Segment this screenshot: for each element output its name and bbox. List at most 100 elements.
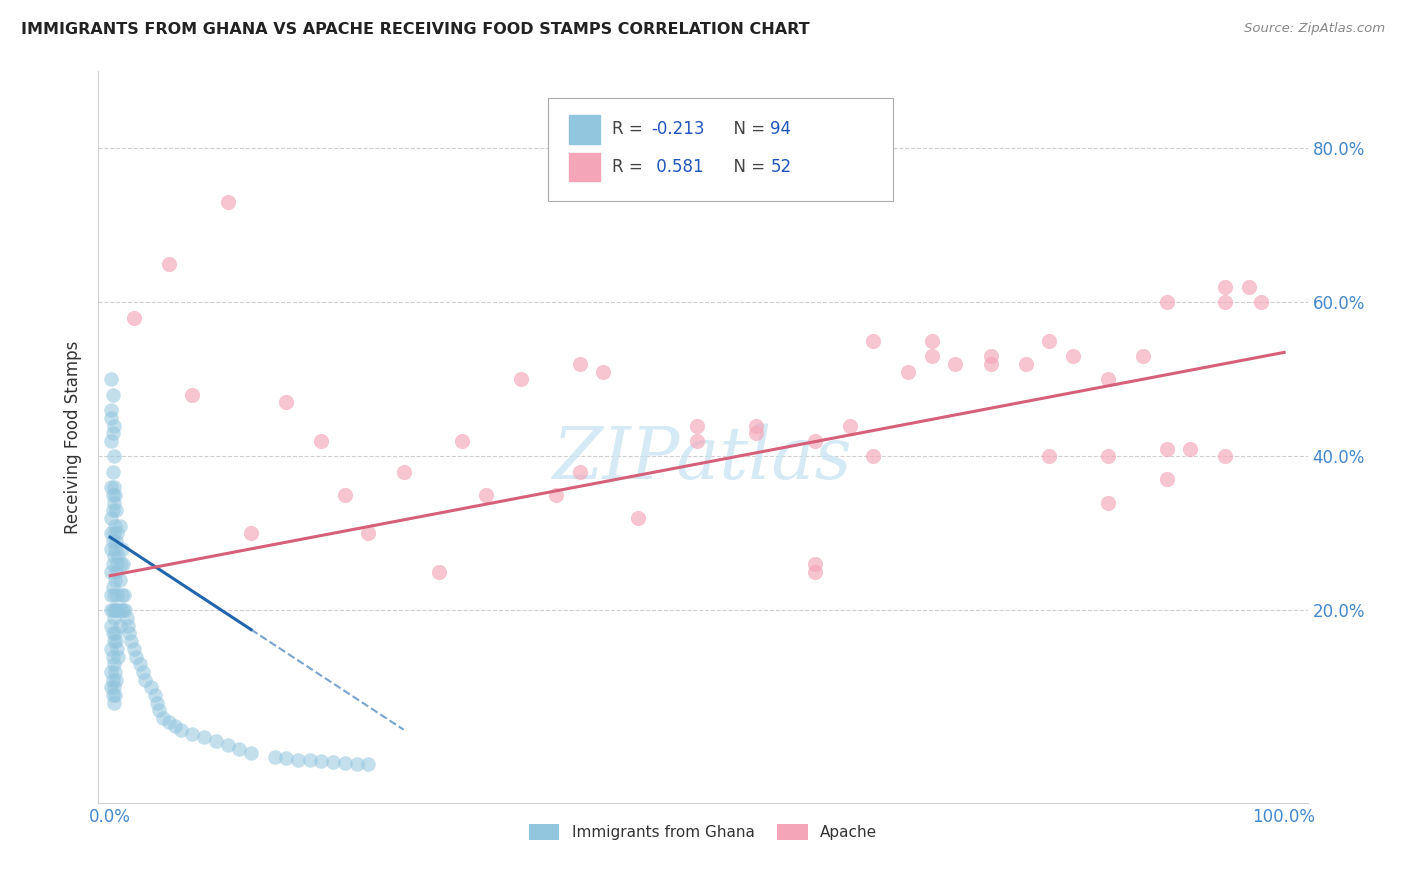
- Point: [100, 410, 122, 425]
- Point: [103, 418, 125, 433]
- Point: [1156, 295, 1178, 310]
- Point: [103, 588, 125, 602]
- Point: [240, 746, 263, 760]
- Point: [475, 488, 498, 502]
- Point: [322, 755, 344, 769]
- Point: [100, 511, 122, 525]
- Point: [100, 641, 122, 656]
- Point: [298, 754, 321, 768]
- Point: [181, 726, 204, 740]
- Point: [120, 634, 142, 648]
- Point: [838, 418, 860, 433]
- Point: [125, 649, 148, 664]
- Point: [146, 696, 169, 710]
- Point: [357, 757, 380, 772]
- Point: [897, 365, 920, 379]
- Point: [103, 657, 125, 672]
- Text: IMMIGRANTS FROM GHANA VS APACHE RECEIVING FOOD STAMPS CORRELATION CHART: IMMIGRANTS FROM GHANA VS APACHE RECEIVIN…: [21, 22, 810, 37]
- Point: [1180, 442, 1202, 456]
- Point: [100, 565, 122, 579]
- Point: [945, 357, 967, 371]
- Point: [1038, 450, 1060, 464]
- Point: [333, 488, 356, 502]
- Point: [103, 549, 125, 564]
- Text: -0.213: -0.213: [651, 120, 704, 138]
- Text: N =: N =: [723, 158, 770, 176]
- Point: [108, 518, 131, 533]
- Point: [110, 557, 132, 571]
- Point: [105, 641, 128, 656]
- Point: [100, 480, 122, 494]
- Point: [104, 488, 127, 502]
- Point: [546, 488, 568, 502]
- Point: [108, 573, 131, 587]
- Point: [1215, 295, 1237, 310]
- Point: [101, 603, 124, 617]
- Point: [104, 688, 127, 702]
- Point: [111, 588, 134, 602]
- Point: [921, 349, 943, 363]
- Point: [108, 618, 131, 632]
- Text: R =: R =: [612, 158, 648, 176]
- Point: [1038, 334, 1060, 348]
- Point: [104, 518, 127, 533]
- Point: [122, 641, 145, 656]
- Point: [803, 434, 825, 448]
- Point: [510, 372, 533, 386]
- Point: [134, 673, 156, 687]
- Point: [980, 357, 1002, 371]
- Point: [100, 403, 122, 417]
- Point: [193, 731, 215, 745]
- Point: [101, 465, 124, 479]
- Point: [143, 688, 166, 702]
- Point: [100, 434, 122, 448]
- Point: [1097, 372, 1119, 386]
- Point: [107, 603, 129, 617]
- Point: [1156, 472, 1178, 486]
- Point: [568, 465, 591, 479]
- Point: [333, 756, 356, 770]
- Point: [1097, 495, 1119, 509]
- Point: [100, 603, 122, 617]
- Point: [101, 426, 124, 441]
- Point: [112, 603, 135, 617]
- Point: [114, 603, 136, 617]
- Point: [105, 503, 128, 517]
- Point: [141, 681, 163, 695]
- Text: 94: 94: [770, 120, 792, 138]
- Point: [100, 541, 122, 556]
- Point: [103, 696, 125, 710]
- Point: [1237, 280, 1260, 294]
- Point: [100, 372, 122, 386]
- Point: [104, 603, 127, 617]
- Point: [101, 557, 124, 571]
- Point: [103, 526, 125, 541]
- Point: [104, 665, 127, 679]
- Point: [240, 526, 263, 541]
- Point: [862, 450, 884, 464]
- Point: [105, 673, 128, 687]
- Point: [112, 557, 135, 571]
- Point: [1156, 442, 1178, 456]
- Point: [100, 681, 122, 695]
- Point: [1215, 280, 1237, 294]
- Point: [745, 426, 768, 441]
- Point: [745, 418, 768, 433]
- Point: [101, 388, 124, 402]
- Point: [451, 434, 474, 448]
- Point: [592, 365, 614, 379]
- Point: [104, 573, 127, 587]
- Point: [101, 673, 124, 687]
- Point: [686, 418, 709, 433]
- Point: [105, 634, 128, 648]
- Point: [803, 565, 825, 579]
- Point: [103, 480, 125, 494]
- Point: [103, 495, 125, 509]
- Point: [107, 549, 129, 564]
- Point: [115, 611, 138, 625]
- Point: [686, 434, 709, 448]
- Point: [100, 618, 122, 632]
- Point: [1250, 295, 1272, 310]
- Point: [357, 526, 380, 541]
- Point: [122, 310, 145, 325]
